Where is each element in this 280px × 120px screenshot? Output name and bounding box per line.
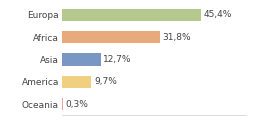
Text: 45,4%: 45,4% [204,10,232,19]
Bar [62,9,201,21]
Bar [62,76,92,88]
Text: 0,3%: 0,3% [65,99,88,108]
Bar [62,31,160,43]
Text: 12,7%: 12,7% [103,55,132,64]
Text: 31,8%: 31,8% [162,33,191,42]
Bar [62,53,101,66]
Text: 9,7%: 9,7% [94,77,117,86]
